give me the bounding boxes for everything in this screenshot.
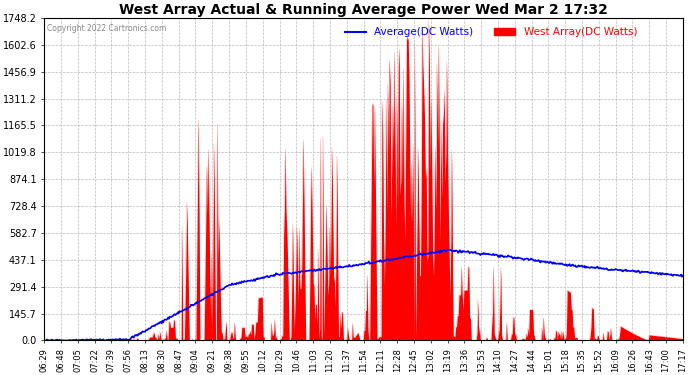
Legend: Average(DC Watts), West Array(DC Watts): Average(DC Watts), West Array(DC Watts) (341, 23, 641, 42)
Title: West Array Actual & Running Average Power Wed Mar 2 17:32: West Array Actual & Running Average Powe… (119, 3, 608, 17)
Text: Copyright 2022 Cartronics.com: Copyright 2022 Cartronics.com (48, 24, 167, 33)
